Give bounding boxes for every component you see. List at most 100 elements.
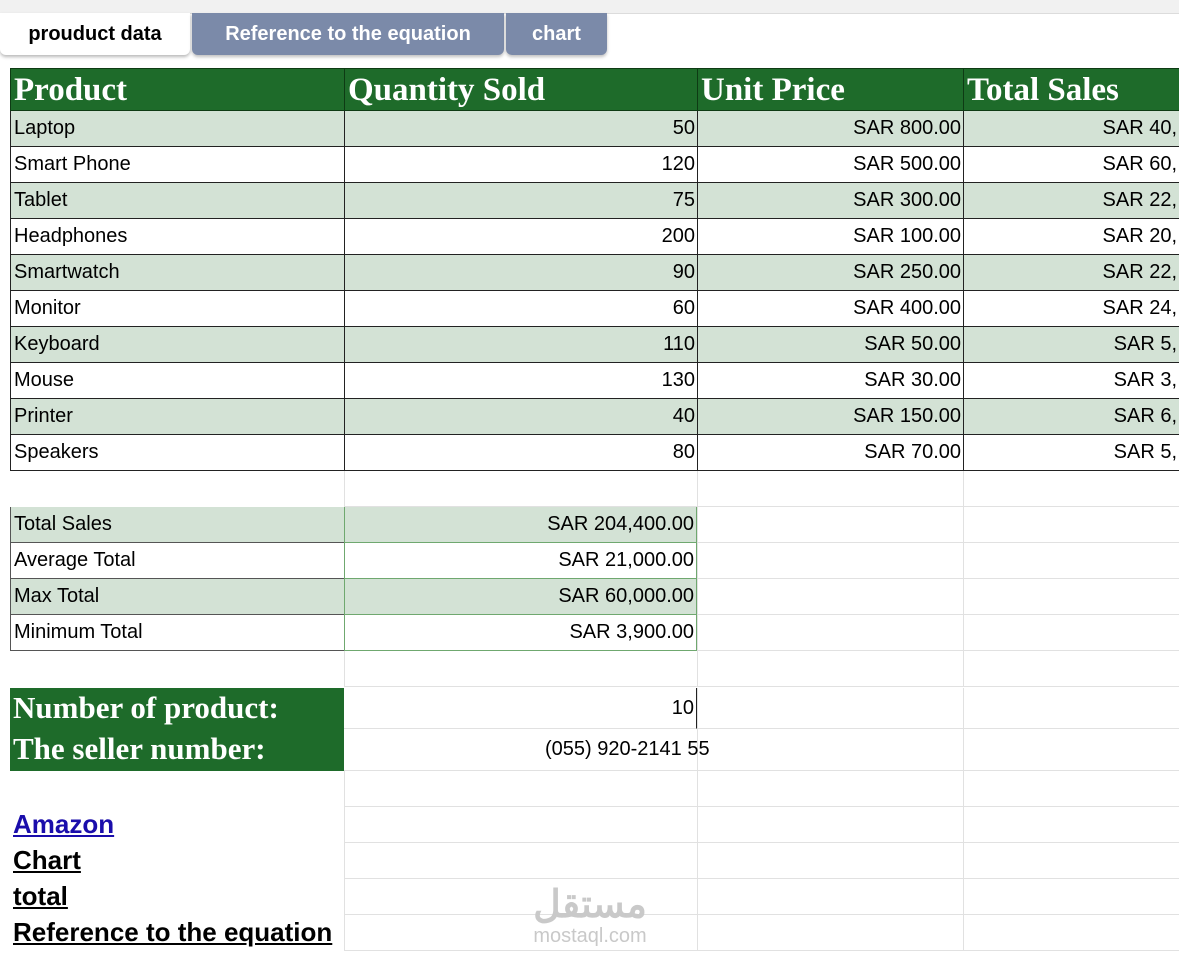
- product-cell[interactable]: Smartwatch: [10, 255, 344, 291]
- empty-cell[interactable]: [344, 471, 697, 507]
- summary-value[interactable]: SAR 3,900.00: [344, 615, 697, 651]
- total-cell[interactable]: SAR 60,: [963, 147, 1179, 183]
- amazon-link[interactable]: Amazon: [13, 809, 115, 839]
- empty-cell[interactable]: [963, 915, 1179, 951]
- empty-cell[interactable]: [963, 843, 1179, 879]
- quantity-cell[interactable]: 200: [344, 219, 697, 255]
- product-cell[interactable]: Speakers: [10, 435, 344, 471]
- price-cell[interactable]: SAR 100.00: [697, 219, 963, 255]
- product-cell[interactable]: Printer: [10, 399, 344, 435]
- empty-cell[interactable]: [963, 507, 1179, 543]
- price-cell[interactable]: SAR 400.00: [697, 291, 963, 327]
- product-cell[interactable]: Tablet: [10, 183, 344, 219]
- empty-cell[interactable]: [344, 771, 697, 807]
- empty-cell[interactable]: [697, 615, 963, 651]
- price-cell[interactable]: SAR 250.00: [697, 255, 963, 291]
- quantity-cell[interactable]: 75: [344, 183, 697, 219]
- product-count-label[interactable]: Number of product:: [10, 688, 344, 729]
- seller-number-cell[interactable]: (055) 920-2141 55: [344, 729, 710, 771]
- header-total-sales[interactable]: Total Sales: [963, 68, 1179, 111]
- empty-cell[interactable]: [344, 915, 697, 951]
- quantity-cell[interactable]: 40: [344, 399, 697, 435]
- summary-label[interactable]: Total Sales: [10, 507, 344, 543]
- summary-label[interactable]: Max Total: [10, 579, 344, 615]
- header-unit-price[interactable]: Unit Price: [697, 68, 963, 111]
- empty-cell[interactable]: [697, 771, 963, 807]
- total-cell[interactable]: SAR 6,: [963, 399, 1179, 435]
- quantity-cell[interactable]: 110: [344, 327, 697, 363]
- quantity-cell[interactable]: 130: [344, 363, 697, 399]
- empty-cell[interactable]: [697, 579, 963, 615]
- total-cell[interactable]: SAR 24,: [963, 291, 1179, 327]
- total-cell[interactable]: SAR 22,: [963, 255, 1179, 291]
- total-cell[interactable]: SAR 22,: [963, 183, 1179, 219]
- summary-value[interactable]: SAR 60,000.00: [344, 579, 697, 615]
- quantity-cell[interactable]: 80: [344, 435, 697, 471]
- quantity-cell[interactable]: 90: [344, 255, 697, 291]
- empty-cell[interactable]: [344, 879, 697, 915]
- empty-cell[interactable]: [963, 651, 1179, 687]
- quantity-cell[interactable]: 60: [344, 291, 697, 327]
- summary-label[interactable]: Average Total: [10, 543, 344, 579]
- table-row: Keyboard 110 SAR 50.00 SAR 5,: [10, 327, 1179, 363]
- seller-number-row: The seller number: (055) 920-2141 55: [10, 729, 1179, 771]
- header-product[interactable]: Product: [10, 68, 344, 111]
- empty-cell[interactable]: [963, 579, 1179, 615]
- total-cell[interactable]: SAR 40,: [963, 111, 1179, 147]
- quantity-cell[interactable]: 120: [344, 147, 697, 183]
- tab-product-data[interactable]: prouduct data: [0, 13, 190, 55]
- product-cell[interactable]: Monitor: [10, 291, 344, 327]
- price-cell[interactable]: SAR 50.00: [697, 327, 963, 363]
- link-row: Amazon: [10, 807, 1179, 843]
- price-cell[interactable]: SAR 300.00: [697, 183, 963, 219]
- tab-reference-to-equation[interactable]: Reference to the equation: [192, 13, 504, 55]
- total-cell[interactable]: SAR 3,: [963, 363, 1179, 399]
- empty-cell[interactable]: [963, 807, 1179, 843]
- empty-cell[interactable]: [697, 471, 963, 507]
- empty-cell[interactable]: [963, 771, 1179, 807]
- price-cell[interactable]: SAR 30.00: [697, 363, 963, 399]
- tab-chart[interactable]: chart: [506, 13, 607, 55]
- empty-cell[interactable]: [344, 807, 697, 843]
- empty-cell[interactable]: [963, 688, 1179, 729]
- empty-cell[interactable]: [344, 843, 697, 879]
- quantity-cell[interactable]: 50: [344, 111, 697, 147]
- total-cell[interactable]: SAR 5,: [963, 327, 1179, 363]
- empty-cell[interactable]: [697, 843, 963, 879]
- chart-link[interactable]: Chart: [13, 845, 81, 875]
- empty-cell[interactable]: [344, 651, 697, 687]
- empty-cell[interactable]: [697, 543, 963, 579]
- product-cell[interactable]: Smart Phone: [10, 147, 344, 183]
- empty-cell[interactable]: [963, 471, 1179, 507]
- price-cell[interactable]: SAR 70.00: [697, 435, 963, 471]
- total-cell[interactable]: SAR 5,: [963, 435, 1179, 471]
- empty-cell[interactable]: [697, 807, 963, 843]
- empty-cell[interactable]: [697, 729, 963, 771]
- empty-cell[interactable]: [963, 543, 1179, 579]
- empty-cell[interactable]: [697, 915, 963, 951]
- window-top-strip: [0, 0, 1179, 14]
- summary-value[interactable]: SAR 204,400.00: [344, 507, 697, 543]
- empty-cell[interactable]: [697, 651, 963, 687]
- product-cell[interactable]: Keyboard: [10, 327, 344, 363]
- empty-cell[interactable]: [963, 615, 1179, 651]
- price-cell[interactable]: SAR 150.00: [697, 399, 963, 435]
- summary-label[interactable]: Minimum Total: [10, 615, 344, 651]
- product-count-value[interactable]: 10: [344, 688, 697, 729]
- header-quantity-sold[interactable]: Quantity Sold: [344, 68, 697, 111]
- price-cell[interactable]: SAR 500.00: [697, 147, 963, 183]
- empty-cell[interactable]: [697, 879, 963, 915]
- summary-value[interactable]: SAR 21,000.00: [344, 543, 697, 579]
- product-cell[interactable]: Laptop: [10, 111, 344, 147]
- seller-number-label[interactable]: The seller number:: [10, 729, 344, 771]
- empty-cell[interactable]: [963, 729, 1179, 771]
- total-cell[interactable]: SAR 20,: [963, 219, 1179, 255]
- empty-cell[interactable]: [963, 879, 1179, 915]
- empty-cell[interactable]: [697, 507, 963, 543]
- total-link[interactable]: total: [13, 881, 68, 911]
- empty-cell[interactable]: [697, 688, 963, 729]
- price-cell[interactable]: SAR 800.00: [697, 111, 963, 147]
- product-cell[interactable]: Mouse: [10, 363, 344, 399]
- product-cell[interactable]: Headphones: [10, 219, 344, 255]
- reference-link[interactable]: Reference to the equation: [13, 917, 333, 947]
